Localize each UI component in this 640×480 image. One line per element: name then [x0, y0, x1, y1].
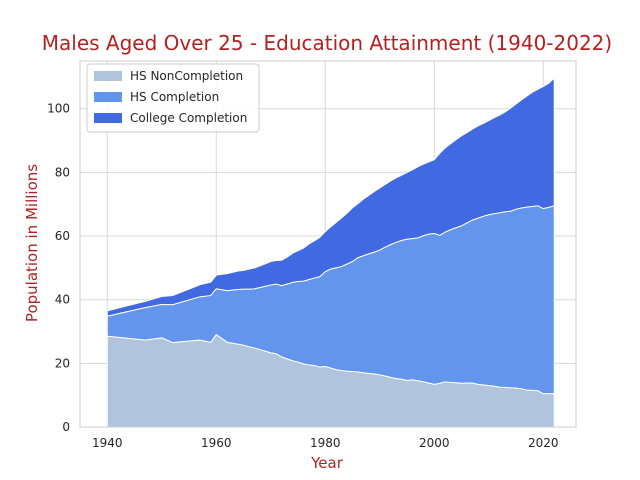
- y-tick-label: 60: [55, 229, 70, 243]
- y-tick-label: 0: [62, 420, 70, 434]
- y-tick-label: 80: [55, 165, 70, 179]
- x-tick-label: 1960: [201, 436, 232, 450]
- legend-label-college-completion: College Completion: [130, 111, 247, 125]
- y-tick-label: 40: [55, 293, 70, 307]
- x-tick-label: 2000: [419, 436, 450, 450]
- stacked-areas: [106, 77, 555, 428]
- y-tick-label: 100: [47, 102, 70, 116]
- legend-label-hs-completion: HS Completion: [130, 90, 219, 104]
- y-tick-label: 20: [55, 356, 70, 370]
- chart-title: Males Aged Over 25 - Education Attainmen…: [42, 31, 612, 55]
- legend-swatch-hs-completion: [94, 92, 122, 102]
- legend-box: [86, 63, 260, 133]
- legend: HS NonCompletion HS Completion College Com…: [86, 63, 260, 133]
- x-tick-label: 2020: [528, 436, 559, 450]
- plot-frame: [79, 60, 577, 428]
- tick-labels: 1940 1960 1980 2000 2020 0 20 40 60 80 100: [47, 102, 558, 450]
- x-axis-label: Year: [310, 454, 344, 472]
- x-tick-label: 1940: [92, 436, 123, 450]
- legend-swatch-hs-noncompletion: [94, 71, 122, 81]
- y-axis-label: Population in Millions: [23, 164, 41, 322]
- legend-label-hs-noncompletion: HS NonCompletion: [130, 69, 243, 83]
- x-tick-label: 1980: [310, 436, 341, 450]
- legend-swatch-college-completion: [94, 113, 122, 123]
